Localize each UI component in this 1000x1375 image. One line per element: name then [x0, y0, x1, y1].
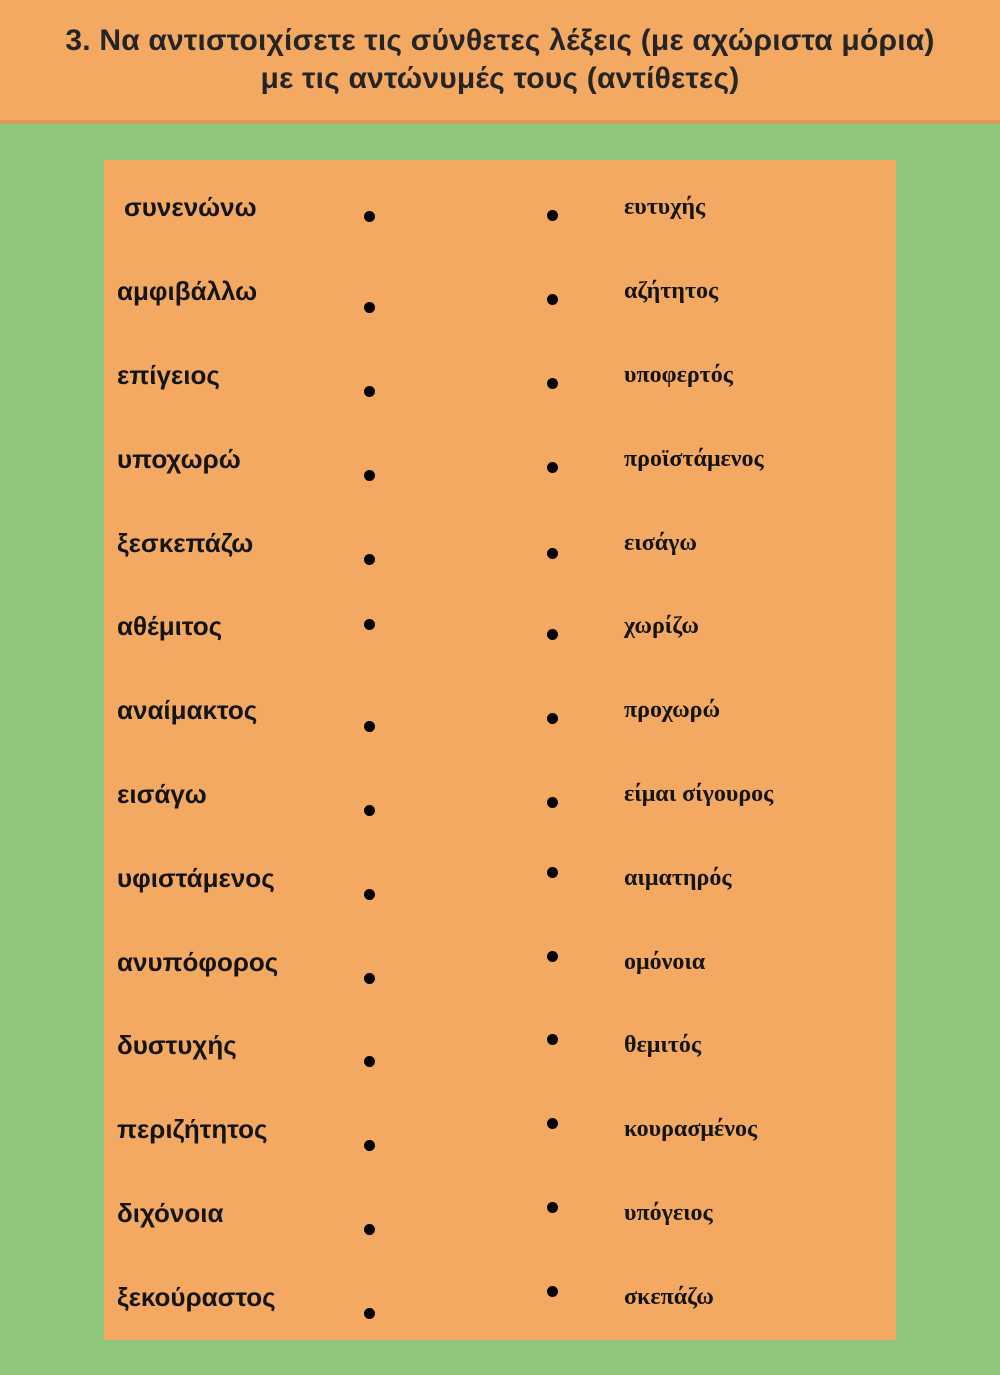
right-word: υπόγειος — [624, 1199, 713, 1226]
right-word: αζήτητος — [624, 278, 719, 305]
right-connector-dot[interactable] — [546, 1285, 558, 1297]
right-connector-dot[interactable] — [546, 1034, 558, 1046]
right-word: ομόνοια — [624, 948, 706, 975]
right-connector-dot[interactable] — [546, 377, 558, 389]
row-spacer — [389, 962, 532, 963]
right-connector-dot[interactable] — [546, 547, 558, 559]
row-spacer — [389, 1213, 532, 1214]
row-spacer — [389, 1045, 532, 1046]
row-spacer — [389, 375, 532, 376]
row-spacer — [389, 207, 532, 208]
left-word: αθέμιτος — [117, 611, 223, 642]
row-spacer — [389, 291, 532, 292]
match-row: υποχωρώ προϊστάμενος — [104, 417, 896, 501]
right-word: ευτυχής — [624, 194, 706, 221]
match-row: διχόνοια υπόγειος — [104, 1172, 896, 1256]
right-connector-dot[interactable] — [546, 950, 558, 962]
match-row: ξεκούραστος σκεπάζω — [104, 1255, 896, 1339]
row-spacer — [389, 794, 532, 795]
match-row: αθέμιτος χωρίζω — [104, 585, 896, 669]
left-connector-dot[interactable] — [363, 211, 375, 223]
right-word: είμαι σίγουρος — [624, 780, 774, 807]
match-row: επίγειος υποφερτός — [104, 334, 896, 418]
match-row: συνενώνω ευτυχής — [104, 166, 896, 250]
row-spacer — [389, 710, 532, 711]
left-connector-dot[interactable] — [363, 1223, 375, 1235]
left-word: ανυπόφορος — [117, 946, 279, 977]
left-connector-dot[interactable] — [363, 804, 375, 816]
match-row: περιζήτητος κουρασμένος — [104, 1088, 896, 1172]
left-connector-dot[interactable] — [363, 1307, 375, 1319]
right-word: σκεπάζω — [624, 1283, 714, 1310]
match-row: αμφιβάλλω αζήτητος — [104, 250, 896, 334]
right-word: θεμιτός — [624, 1032, 702, 1059]
left-connector-dot[interactable] — [363, 972, 375, 984]
left-word: εισάγω — [117, 778, 207, 809]
left-word: ξεκούραστος — [117, 1281, 276, 1312]
exercise-title-line-1: 3. Να αντιστοιχίσετε τις σύνθετες λέξεις… — [65, 24, 935, 57]
left-word: ξεσκεπάζω — [117, 527, 254, 558]
row-spacer — [389, 626, 532, 627]
right-word: αιματηρός — [624, 864, 732, 891]
right-connector-dot[interactable] — [546, 796, 558, 808]
match-row: ανυπόφορος ομόνοια — [104, 920, 896, 1004]
left-connector-dot[interactable] — [363, 302, 375, 314]
left-word: δυστυχής — [117, 1030, 237, 1061]
row-spacer — [389, 1297, 532, 1298]
right-connector-dot[interactable] — [546, 713, 558, 725]
match-row: αναίμακτος προχωρώ — [104, 669, 896, 753]
left-word: διχόνοια — [117, 1197, 224, 1228]
left-word: υποχωρώ — [117, 443, 241, 474]
left-word: συνενώνω — [124, 192, 257, 223]
exercise-title-line-2: με τις αντώνυμές τους (αντίθετες) — [260, 62, 740, 95]
right-word: κουρασμένος — [624, 1116, 758, 1143]
left-connector-dot[interactable] — [363, 619, 375, 631]
left-word: επίγειος — [117, 359, 220, 390]
left-connector-dot[interactable] — [363, 385, 375, 397]
matching-panel: συνενώνω ευτυχής αμφιβάλλω αζήτητος επίγειος… — [104, 160, 896, 1340]
right-connector-dot[interactable] — [546, 294, 558, 306]
right-word: χωρίζω — [624, 613, 699, 640]
match-row: δυστυχής θεμιτός — [104, 1004, 896, 1088]
left-connector-dot[interactable] — [363, 553, 375, 565]
right-word: υποφερτός — [624, 361, 733, 388]
row-spacer — [389, 878, 532, 879]
row-spacer — [389, 459, 532, 460]
right-connector-dot[interactable] — [546, 1118, 558, 1130]
row-spacer — [389, 1129, 532, 1130]
right-connector-dot[interactable] — [546, 1201, 558, 1213]
right-word: προχωρώ — [624, 697, 721, 724]
left-word: αναίμακτος — [117, 695, 258, 726]
match-row: ξεσκεπάζω εισάγω — [104, 501, 896, 585]
match-row: υφιστάμενος αιματηρός — [104, 836, 896, 920]
left-connector-dot[interactable] — [363, 1056, 375, 1068]
exercise-header: 3. Να αντιστοιχίσετε τις σύνθετες λέξεις… — [0, 0, 1000, 124]
left-connector-dot[interactable] — [363, 721, 375, 733]
right-connector-dot[interactable] — [546, 866, 558, 878]
left-connector-dot[interactable] — [363, 469, 375, 481]
right-connector-dot[interactable] — [546, 210, 558, 222]
match-row: εισάγω είμαι σίγουρος — [104, 753, 896, 837]
left-word: υφιστάμενος — [117, 862, 275, 893]
left-connector-dot[interactable] — [363, 1140, 375, 1152]
right-connector-dot[interactable] — [546, 629, 558, 641]
left-word: αμφιβάλλω — [117, 276, 258, 307]
right-connector-dot[interactable] — [546, 461, 558, 473]
row-spacer — [389, 543, 532, 544]
right-word: εισάγω — [624, 529, 697, 556]
left-connector-dot[interactable] — [363, 888, 375, 900]
left-word: περιζήτητος — [117, 1114, 268, 1145]
right-word: προϊστάμενος — [624, 445, 764, 472]
